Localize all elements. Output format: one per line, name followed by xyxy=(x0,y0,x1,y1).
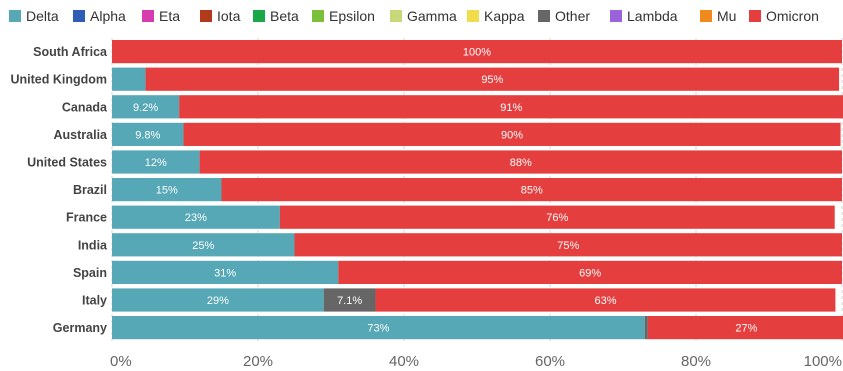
x-tick-label-40: 40% xyxy=(389,353,419,370)
legend-swatch-beta xyxy=(253,10,265,22)
data-label-south-africa-omicron: 100% xyxy=(463,47,491,59)
bar-canada-delta xyxy=(112,95,180,119)
bar-spain-delta xyxy=(112,260,339,284)
bar-germany-omicron xyxy=(647,316,843,340)
legend-label-kappa: Kappa xyxy=(484,8,525,24)
country-label-south-africa: South Africa xyxy=(33,45,108,59)
data-label-india-delta: 25% xyxy=(192,240,214,252)
data-label-australia-delta: 9.8% xyxy=(135,129,160,141)
country-label-spain: Spain xyxy=(73,266,107,280)
data-label-italy-delta: 29% xyxy=(207,295,229,307)
legend-swatch-kappa xyxy=(467,10,479,22)
data-label-united-states-omicron: 88% xyxy=(510,157,532,169)
x-axis-ticks: 0% 20% 40% 60% 80% 100% xyxy=(110,353,842,370)
legend-label-omicron: Omicron xyxy=(766,8,819,24)
country-label-brazil: Brazil xyxy=(73,183,107,197)
country-label-united-states: United States xyxy=(27,156,107,170)
legend-label-other: Other xyxy=(555,8,590,24)
country-label-france: France xyxy=(66,211,107,225)
country-labels: South Africa United Kingdom Canada Australi… xyxy=(10,45,108,335)
country-label-australia: Australia xyxy=(54,128,109,142)
legend: Delta Alpha Eta Iota Beta Epsilon Gamma Kappa Ot… xyxy=(9,8,819,24)
legend-swatch-mu xyxy=(700,10,712,22)
bar-united-kingdom-omicron xyxy=(145,67,840,91)
x-tick-label-60: 60% xyxy=(535,353,565,370)
legend-label-lambda: Lambda xyxy=(627,8,678,24)
legend-swatch-eta xyxy=(142,10,154,22)
data-label-italy-other: 7.1% xyxy=(337,295,362,307)
bar-italy-delta xyxy=(112,288,324,312)
data-label-united-states-delta: 12% xyxy=(145,157,167,169)
bar-france-delta xyxy=(112,205,280,229)
data-label-australia-omicron: 90% xyxy=(501,129,523,141)
data-label-italy-omicron: 63% xyxy=(594,295,616,307)
data-label-brazil-omicron: 85% xyxy=(521,185,543,197)
data-label-france-delta: 23% xyxy=(185,212,207,224)
bar-spain-omicron xyxy=(338,260,842,284)
data-label-germany-omicron: 27% xyxy=(735,323,757,335)
bar-italy-other xyxy=(323,288,376,312)
bar-india-omicron xyxy=(294,233,842,257)
bar-united-kingdom-delta xyxy=(112,67,146,91)
bars: 100% 95% 9.2% 91% 9.8% 90% 12% 88% 15% 85% 23% 76% 2… xyxy=(112,40,843,340)
legend-label-alpha: Alpha xyxy=(90,8,126,24)
legend-swatch-gamma xyxy=(390,10,402,22)
legend-label-eta: Eta xyxy=(159,8,180,24)
bar-australia-delta xyxy=(112,122,184,146)
x-tick-label-80: 80% xyxy=(681,353,711,370)
bar-australia-omicron xyxy=(183,122,841,146)
data-label-canada-delta: 9.2% xyxy=(133,102,158,114)
legend-swatch-other xyxy=(538,10,550,22)
bar-brazil-omicron xyxy=(221,178,842,202)
country-label-canada: Canada xyxy=(62,100,108,114)
data-label-india-omicron: 75% xyxy=(557,240,579,252)
country-label-germany: Germany xyxy=(53,321,107,335)
bar-india-delta xyxy=(112,233,295,257)
legend-label-gamma: Gamma xyxy=(407,8,457,24)
bar-united-states-omicron xyxy=(199,150,843,174)
data-label-spain-omicron: 69% xyxy=(579,267,601,279)
data-label-france-omicron: 76% xyxy=(546,212,568,224)
legend-swatch-delta xyxy=(9,10,21,22)
country-label-italy: Italy xyxy=(82,294,107,308)
legend-label-beta: Beta xyxy=(270,8,299,24)
data-label-germany-delta: 73% xyxy=(367,323,389,335)
legend-label-iota: Iota xyxy=(217,8,241,24)
x-tick-label-20: 20% xyxy=(243,353,273,370)
legend-swatch-alpha xyxy=(73,10,85,22)
bar-united-states-delta xyxy=(112,150,200,174)
bar-canada-omicron xyxy=(179,95,843,119)
data-label-spain-delta: 31% xyxy=(214,267,236,279)
bar-south-africa-omicron xyxy=(112,40,842,64)
bar-italy-omicron xyxy=(375,288,836,312)
x-tick-label-100: 100% xyxy=(804,353,842,370)
bar-france-omicron xyxy=(279,205,835,229)
country-label-india: India xyxy=(78,238,108,252)
bar-brazil-delta xyxy=(112,178,222,202)
bar-germany-delta xyxy=(112,316,645,340)
data-label-brazil-delta: 15% xyxy=(156,185,178,197)
legend-label-mu: Mu xyxy=(717,8,736,24)
country-label-united-kingdom: United Kingdom xyxy=(10,73,107,87)
legend-swatch-epsilon xyxy=(312,10,324,22)
legend-label-epsilon: Epsilon xyxy=(329,8,375,24)
bar-germany-other xyxy=(644,316,648,340)
data-label-canada-omicron: 91% xyxy=(500,102,522,114)
legend-swatch-iota xyxy=(200,10,212,22)
legend-swatch-lambda xyxy=(610,10,622,22)
legend-label-delta: Delta xyxy=(26,8,59,24)
data-label-united-kingdom-omicron: 95% xyxy=(481,74,503,86)
legend-swatch-omicron xyxy=(749,10,761,22)
x-tick-label-0: 0% xyxy=(110,353,132,370)
